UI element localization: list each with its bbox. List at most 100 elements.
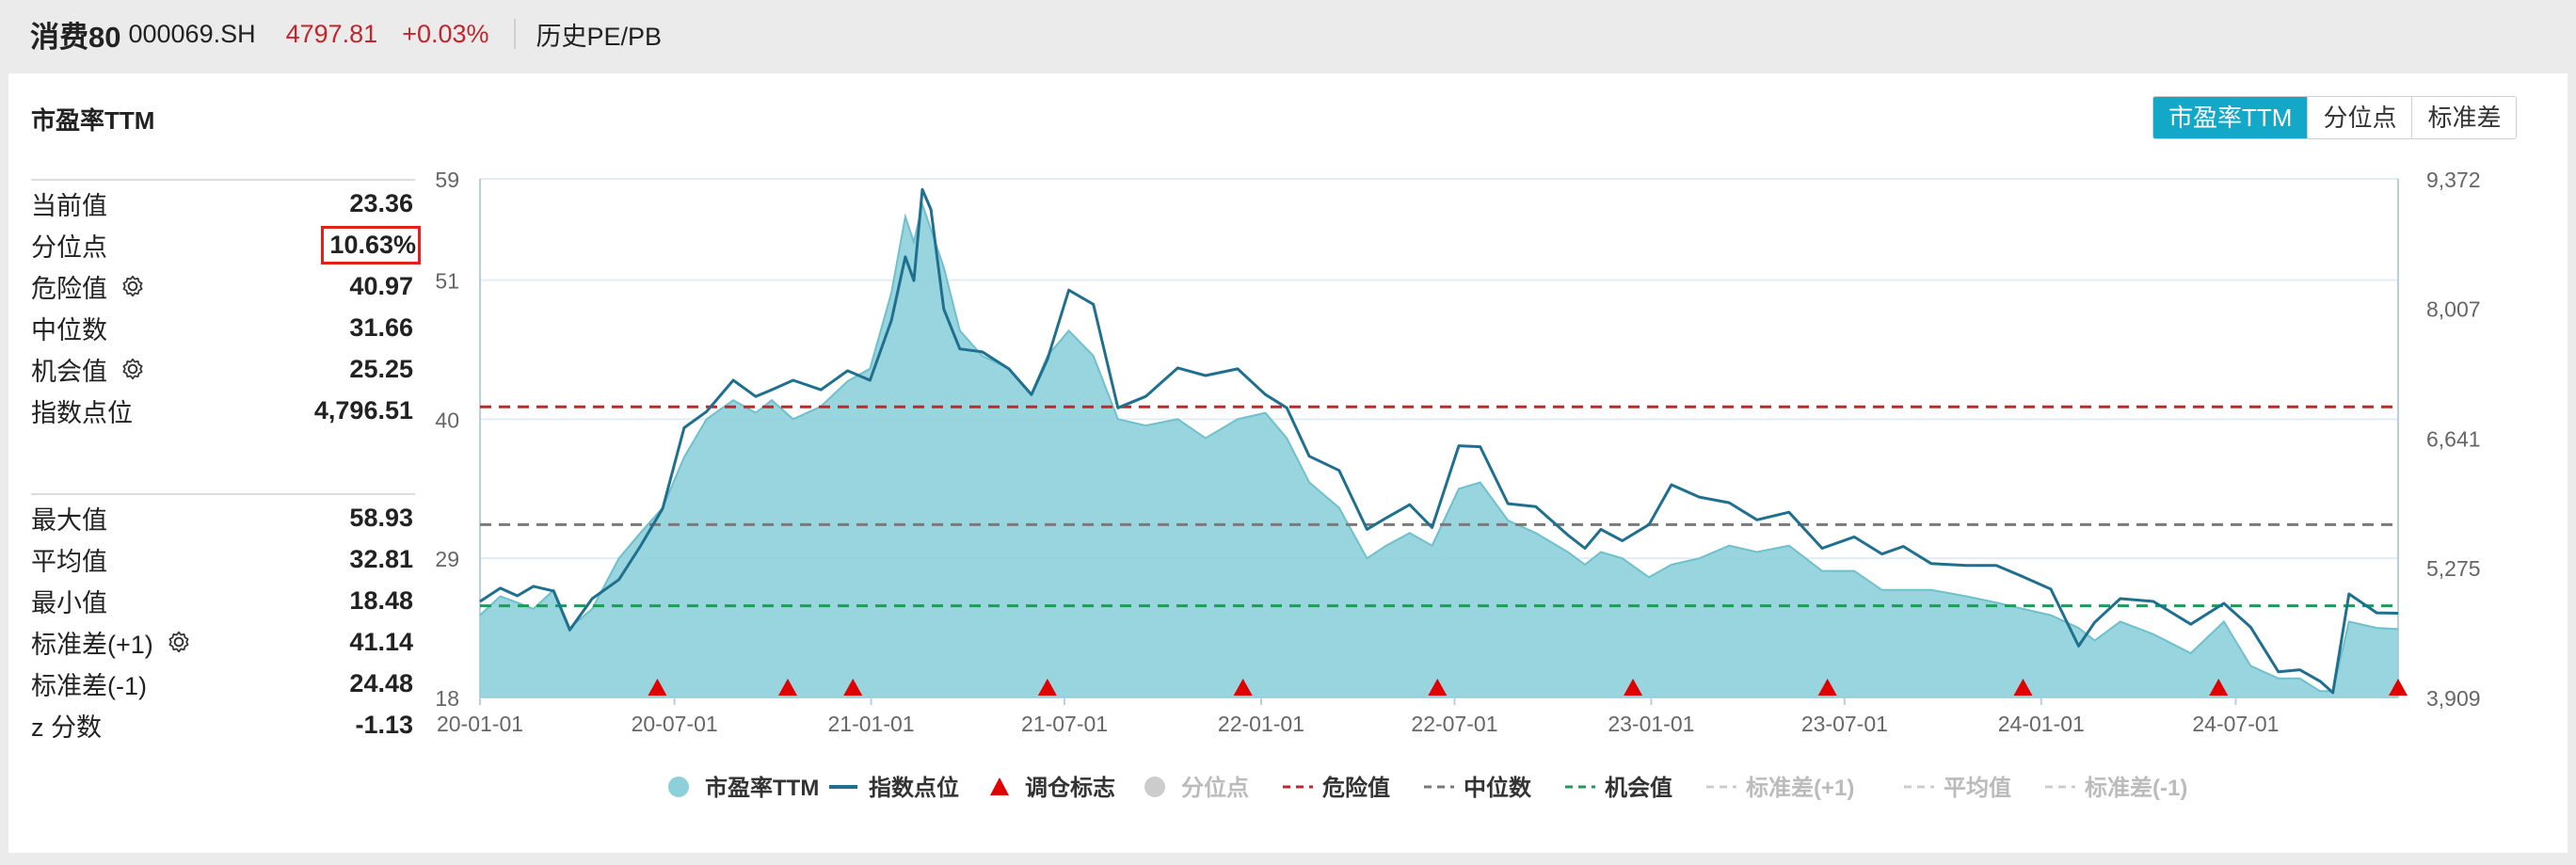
index-line [479, 187, 2399, 695]
rebalance-marker [1624, 679, 1643, 696]
legend-item-label[interactable]: 中位数 [1464, 775, 1532, 801]
stat-label: 标准差(-1) [31, 671, 147, 700]
y-tick-label-right: 8,007 [2426, 297, 2481, 322]
y-tick-label-left: 29 [435, 547, 459, 571]
x-tick-label: 22-07-01 [1411, 712, 1497, 736]
x-tick-label: 22-01-01 [1218, 712, 1304, 736]
stat-value: -1.13 [355, 710, 413, 739]
legend-item-label[interactable]: 平均值 [1944, 775, 2011, 801]
stat-value: 40.97 [349, 271, 413, 300]
rebalance-marker [1428, 679, 1448, 696]
card-title: 市盈率TTM [31, 106, 155, 135]
rebalance-marker [1037, 679, 1057, 696]
y-tick-label-left: 51 [435, 269, 459, 294]
y-tick-label-right: 5,275 [2426, 556, 2481, 581]
rebalance-marker [2209, 679, 2229, 696]
stat-value: 25.25 [349, 354, 413, 383]
legend-item-label[interactable]: 指数点位 [869, 775, 959, 801]
rebalance-marker [777, 679, 797, 696]
x-tick-label: 20-01-01 [437, 712, 523, 736]
gear-icon[interactable] [120, 357, 145, 381]
legend-item-label[interactable]: 危险值 [1322, 775, 1390, 801]
y-tick-label-left: 59 [435, 168, 459, 192]
stats-group-current: 当前值 23.36 分位点 10.63% 危险值 40.97 中位数 31.66… [31, 179, 421, 431]
stat-value: 41.14 [349, 627, 413, 656]
stat-value: 31.66 [349, 312, 413, 342]
index-change: +0.03% [402, 19, 489, 48]
legend-swatch-dot [1144, 777, 1165, 797]
legend-swatch-dot [668, 777, 689, 797]
gear-icon[interactable] [167, 630, 191, 654]
x-tick-label: 24-07-01 [2192, 712, 2279, 736]
stat-value: 23.36 [349, 188, 413, 217]
rebalance-marker [1817, 679, 1837, 696]
stat-row-index-level: 指数点位 4,796.51 [31, 390, 415, 431]
rebalance-marker [648, 679, 667, 696]
tab-pe-ttm[interactable]: 市盈率TTM [2153, 97, 2308, 138]
stats-group-history: 最大值 58.93 平均值 32.81 最小值 18.48 标准差(+1) 41… [31, 493, 415, 745]
x-tick-label: 21-01-01 [828, 712, 915, 736]
stat-label: z 分数 [31, 713, 103, 742]
x-tick-label: 24-01-01 [1998, 712, 2085, 736]
stat-label: 最小值 [31, 588, 107, 617]
stat-row-std-minus: 标准差(-1) 24.48 [31, 663, 415, 704]
tab-percentile[interactable]: 分位点 [2307, 97, 2412, 138]
rebalance-marker [1233, 679, 1253, 696]
history-pe-pb-link[interactable]: 历史PE/PB [536, 22, 663, 51]
index-name: 消费80 [30, 20, 121, 54]
index-price: 4797.81 [285, 19, 378, 48]
rebalance-marker [2013, 679, 2033, 696]
y-tick-label-left: 40 [435, 408, 459, 432]
stat-value: 24.48 [349, 668, 413, 697]
stat-label: 危险值 [31, 274, 107, 303]
legend-swatch-triangle [990, 777, 1009, 795]
y-tick-label-right: 6,641 [2426, 426, 2481, 451]
x-tick-label: 23-07-01 [1801, 712, 1888, 736]
stat-row-max: 最大值 58.93 [31, 497, 415, 538]
stat-value: 32.81 [349, 544, 413, 573]
top-bar: 消费80 000069.SH 4797.81 +0.03% 历史PE/PB [0, 0, 2576, 68]
stat-row-std-plus: 标准差(+1) 41.14 [31, 621, 415, 663]
stat-row-z-score: z 分数 -1.13 [31, 704, 415, 745]
stat-row-min: 最小值 18.48 [31, 580, 415, 621]
stat-row-mean: 平均值 32.81 [31, 538, 415, 580]
stat-label: 机会值 [31, 357, 107, 386]
legend-item-label[interactable]: 标准差(-1) [2085, 775, 2187, 801]
stat-value-highlighted: 10.63% [321, 225, 421, 264]
stat-value: 58.93 [349, 503, 413, 532]
stat-label: 当前值 [31, 191, 107, 220]
rebalance-marker [843, 679, 863, 696]
stat-row-danger: 危险值 40.97 [31, 265, 415, 307]
stat-label: 中位数 [31, 315, 107, 344]
x-tick-label: 23-01-01 [1608, 712, 1694, 736]
valuation-card: 市盈率TTM 市盈率TTM 分位点 标准差 当前值 23.36 分位点 10.6… [8, 73, 2568, 853]
stat-label: 分位点 [31, 232, 107, 262]
y-tick-label-left: 18 [435, 686, 459, 711]
legend-item-label[interactable]: 标准差(+1) [1746, 775, 1854, 801]
legend-item-label[interactable]: 市盈率TTM [705, 775, 819, 801]
legend-item-label[interactable]: 机会值 [1605, 775, 1672, 801]
stat-row-opportunity: 机会值 25.25 [31, 348, 415, 390]
rebalance-marker [2389, 679, 2408, 696]
pe-history-chart[interactable]: 59 51 40 29 18 9,372 8,007 6,641 5,275 3,909 20-01… [8, 73, 2568, 853]
legend-item-label[interactable]: 分位点 [1181, 775, 1249, 801]
stat-value: 18.48 [349, 585, 413, 615]
tab-std-dev[interactable]: 标准差 [2411, 97, 2517, 138]
stat-row-median: 中位数 31.66 [31, 307, 415, 348]
metric-tabs: 市盈率TTM 分位点 标准差 [2152, 96, 2518, 139]
y-tick-label-right: 9,372 [2426, 168, 2481, 192]
y-tick-label-right: 3,909 [2426, 686, 2481, 711]
legend-item-label[interactable]: 调仓标志 [1025, 775, 1115, 801]
pe-area [480, 203, 2398, 697]
stat-label: 平均值 [31, 547, 107, 576]
stat-row-current: 当前值 23.36 [31, 183, 415, 224]
stat-label: 最大值 [31, 505, 107, 535]
stat-row-percentile: 分位点 10.63% [31, 224, 421, 265]
divider [513, 19, 516, 49]
index-code: 000069.SH [128, 19, 256, 48]
x-tick-label: 20-07-01 [632, 712, 718, 736]
gear-icon[interactable] [120, 274, 145, 298]
x-tick-label: 21-07-01 [1021, 712, 1108, 736]
stat-value: 4,796.51 [313, 395, 413, 424]
stat-label: 标准差(+1) [31, 630, 153, 659]
